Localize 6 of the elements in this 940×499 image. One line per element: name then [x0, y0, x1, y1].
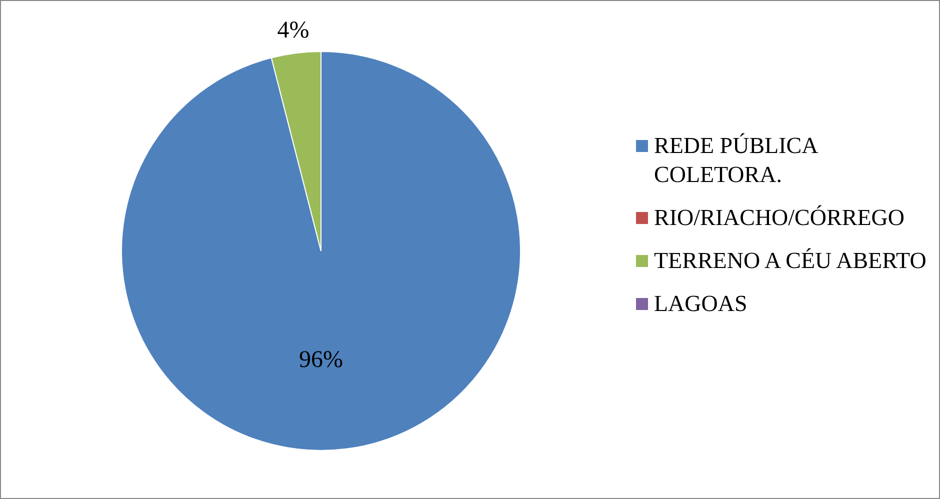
legend-label: TERRENO A CÉU ABERTO: [654, 247, 926, 275]
data-label: 4%: [277, 18, 310, 44]
legend-label: RIO/RIACHO/CÓRREGO: [654, 204, 904, 232]
data-label: 96%: [299, 347, 343, 374]
legend-label: LAGOAS: [654, 290, 748, 318]
legend-label: REDE PÚBLICA COLETORA.: [654, 132, 818, 189]
